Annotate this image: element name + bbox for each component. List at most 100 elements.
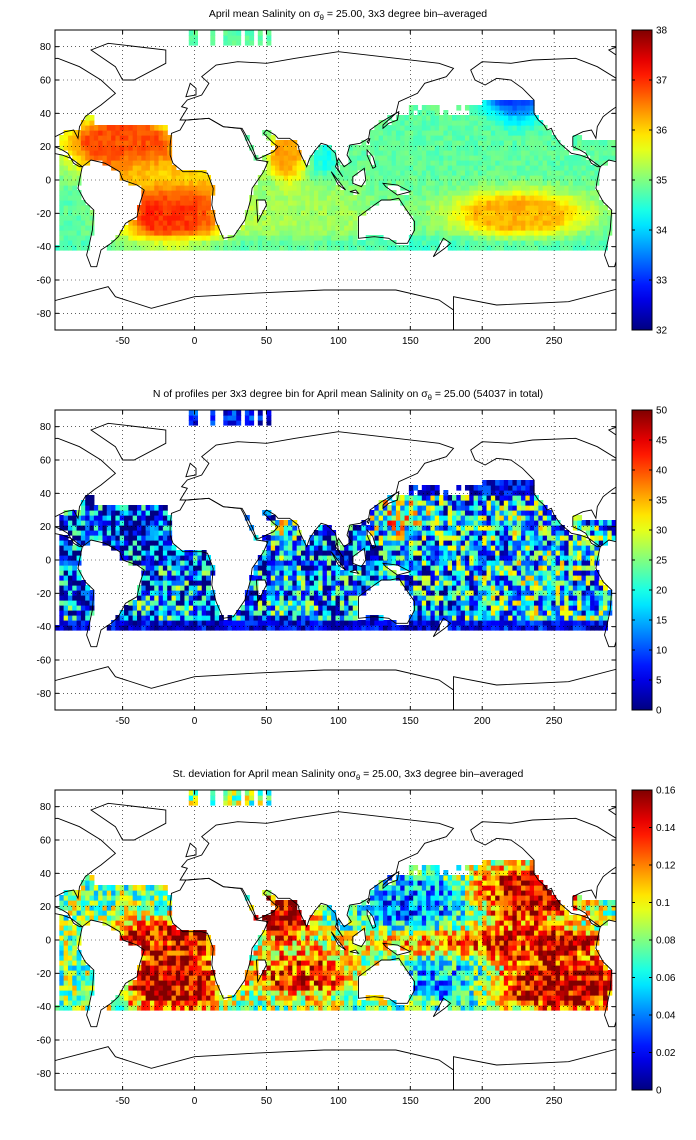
- heatmap-cell: [357, 590, 362, 596]
- heatmap-cell: [577, 210, 583, 216]
- heatmap-cell: [296, 165, 302, 171]
- heatmap-cell: [67, 245, 73, 251]
- heatmap-cell: [395, 530, 401, 536]
- heatmap-cell: [322, 610, 328, 616]
- heatmap-cell: [141, 215, 147, 221]
- heatmap-cell: [313, 570, 319, 576]
- heatmap-cell: [434, 150, 440, 156]
- heatmap-cell: [128, 610, 134, 616]
- heatmap-cell: [564, 585, 570, 591]
- heatmap-cell: [417, 595, 423, 601]
- heatmap-cell: [430, 245, 436, 251]
- heatmap-cell: [452, 605, 457, 611]
- heatmap-cell: [361, 535, 367, 541]
- heatmap-cell: [352, 200, 358, 206]
- heatmap-cell: [577, 145, 583, 151]
- heatmap-cell: [404, 125, 410, 131]
- heatmap-cell: [352, 245, 358, 251]
- heatmap-cell: [516, 555, 522, 561]
- heatmap-cell: [512, 615, 518, 621]
- heatmap-cell: [555, 220, 561, 226]
- heatmap-cell: [93, 530, 99, 536]
- heatmap-cell: [503, 125, 509, 131]
- heatmap-cell: [141, 540, 147, 546]
- heatmap-cell: [253, 575, 259, 581]
- heatmap-cell: [443, 545, 449, 551]
- heatmap-cell: [460, 240, 466, 246]
- heatmap-cell: [603, 220, 608, 226]
- heatmap-cell: [72, 600, 78, 606]
- heatmap-cell: [460, 615, 466, 621]
- heatmap-cell: [279, 235, 285, 241]
- heatmap-cell: [115, 165, 121, 171]
- heatmap-cell: [141, 200, 147, 206]
- heatmap-cell: [344, 555, 350, 561]
- heatmap-cell: [430, 185, 436, 191]
- heatmap-cell: [456, 615, 462, 621]
- heatmap-cell: [486, 215, 492, 221]
- heatmap-cell: [309, 585, 315, 591]
- heatmap-cell: [460, 610, 466, 616]
- heatmap-cell: [469, 110, 475, 116]
- heatmap-cell: [89, 150, 95, 156]
- heatmap-cell: [594, 150, 600, 156]
- heatmap-cell: [516, 155, 522, 161]
- heatmap-cell: [93, 520, 99, 526]
- heatmap-cell: [167, 210, 173, 216]
- heatmap-cell: [456, 580, 462, 586]
- heatmap-cell: [318, 165, 324, 171]
- heatmap-cell: [447, 565, 453, 571]
- heatmap-cell: [482, 125, 488, 131]
- heatmap-cell: [154, 160, 160, 166]
- heatmap-cell: [348, 585, 354, 591]
- heatmap-cell: [434, 240, 440, 246]
- heatmap-cell: [559, 240, 565, 246]
- heatmap-cell: [335, 555, 341, 561]
- heatmap-cell: [534, 625, 539, 631]
- heatmap-cell: [184, 600, 190, 606]
- heatmap-cell: [374, 185, 380, 191]
- heatmap-cell: [421, 235, 427, 241]
- heatmap-cell: [98, 525, 104, 531]
- heatmap-cell: [296, 200, 302, 206]
- heatmap-cell: [473, 165, 479, 171]
- heatmap-cell: [63, 555, 69, 561]
- heatmap-cell: [296, 530, 302, 536]
- heatmap-cell: [395, 155, 401, 161]
- heatmap-cell: [128, 520, 134, 526]
- heatmap-cell: [339, 205, 345, 211]
- heatmap-cell: [72, 190, 78, 196]
- heatmap-cell: [344, 610, 350, 616]
- heatmap-cell: [590, 625, 596, 631]
- heatmap-cell: [59, 515, 65, 521]
- heatmap-cell: [162, 165, 168, 171]
- heatmap-cell: [426, 205, 432, 211]
- heatmap-cell: [63, 240, 69, 246]
- heatmap-cell: [542, 560, 548, 566]
- heatmap-cell: [253, 565, 259, 571]
- heatmap-cell: [577, 580, 583, 586]
- heatmap-cell: [538, 215, 544, 221]
- heatmap-cell: [443, 525, 449, 531]
- heatmap-cell: [132, 625, 138, 631]
- heatmap-cell: [283, 520, 289, 526]
- heatmap-cell: [154, 540, 160, 546]
- heatmap-cell: [594, 615, 600, 621]
- heatmap-cell: [59, 540, 65, 546]
- heatmap-cell: [141, 530, 147, 536]
- heatmap-cell: [413, 610, 419, 616]
- heatmap-cell: [141, 235, 147, 241]
- heatmap-cell: [309, 160, 315, 166]
- heatmap-cell: [348, 220, 354, 226]
- heatmap-cell: [452, 190, 457, 196]
- heatmap-cell: [201, 565, 207, 571]
- y-tick-label: 80: [40, 42, 52, 53]
- heatmap-cell: [486, 185, 492, 191]
- heatmap-cell: [335, 600, 341, 606]
- heatmap-cell: [490, 535, 496, 541]
- heatmap-cell: [296, 590, 302, 596]
- heatmap-cell: [370, 530, 375, 536]
- heatmap-cell: [542, 245, 548, 251]
- heatmap-cell: [124, 245, 129, 251]
- heatmap-cell: [387, 155, 393, 161]
